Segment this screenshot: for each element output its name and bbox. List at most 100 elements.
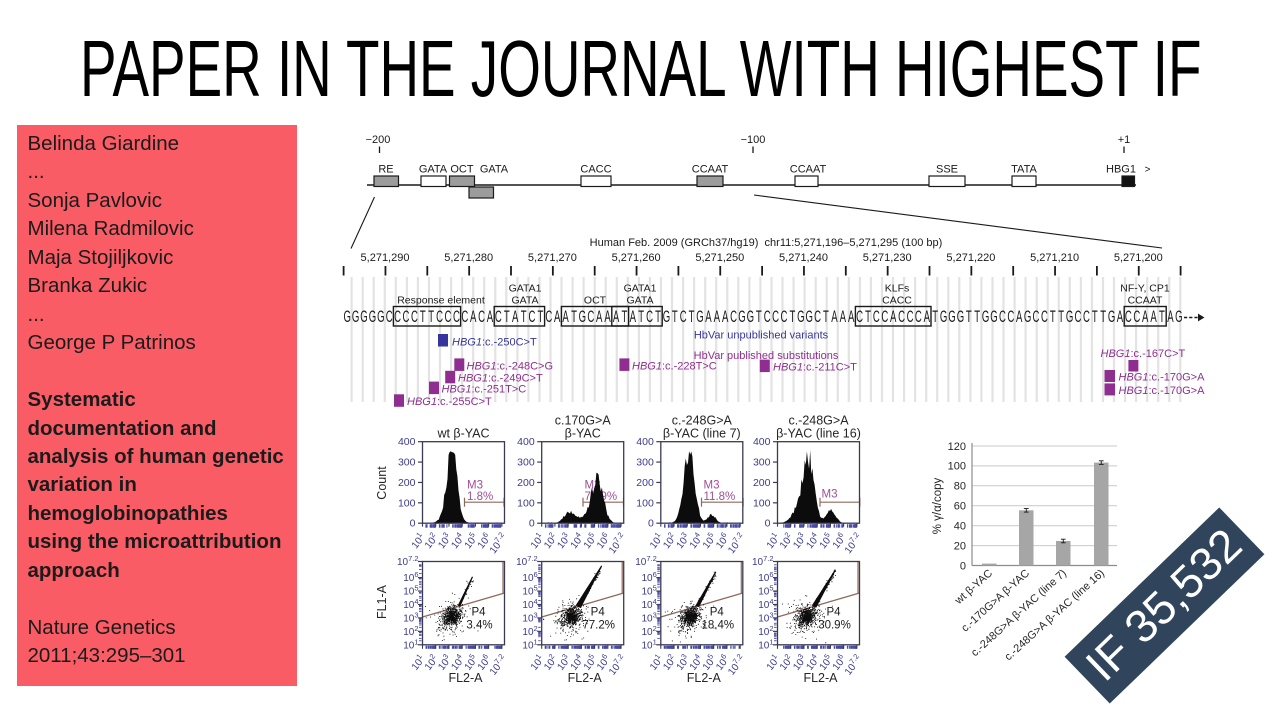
svg-text:M3: M3 bbox=[467, 480, 483, 492]
svg-text:FL2-A: FL2-A bbox=[448, 671, 483, 685]
svg-text:GATA: GATA bbox=[419, 164, 448, 176]
svg-text:GGGGGCCCCTTCCCCACACTATCTCAATGC: GGGGGCCCCTTCCCCACACTATCTCAATGCAAATATCTGT… bbox=[343, 307, 1182, 325]
svg-text:Human Feb. 2009 (GRCh37/hg19): Human Feb. 2009 (GRCh37/hg19) chr11:5,27… bbox=[590, 237, 943, 249]
svg-text:300: 300 bbox=[636, 457, 654, 469]
svg-text:101: 101 bbox=[403, 637, 418, 651]
svg-text:HBG1:c.-170G>A: HBG1:c.-170G>A bbox=[1119, 372, 1206, 384]
svg-text:−100: −100 bbox=[741, 134, 766, 146]
svg-text:1.8%: 1.8% bbox=[467, 491, 493, 503]
svg-text:HBG1:c.-228T>C: HBG1:c.-228T>C bbox=[632, 361, 717, 373]
svg-text:RE: RE bbox=[378, 164, 393, 176]
svg-text:HBG1:c.-249C>T: HBG1:c.-249C>T bbox=[458, 373, 543, 385]
svg-text:c.-248G>A: c.-248G>A bbox=[672, 414, 733, 428]
svg-text:40: 40 bbox=[954, 520, 966, 532]
svg-text:5,271,220: 5,271,220 bbox=[946, 252, 995, 264]
svg-text:0: 0 bbox=[410, 518, 416, 530]
svg-text:HbVar published substitutions: HbVar published substitutions bbox=[694, 350, 839, 362]
svg-text:HbVar unpublished variants: HbVar unpublished variants bbox=[694, 330, 829, 342]
svg-text:+1: +1 bbox=[1118, 134, 1131, 146]
svg-text:CCAAT: CCAAT bbox=[692, 164, 729, 176]
svg-text:HBG1:c.-250C>T: HBG1:c.-250C>T bbox=[452, 337, 537, 349]
svg-text:SSE: SSE bbox=[936, 164, 958, 176]
svg-text:5,271,210: 5,271,210 bbox=[1030, 252, 1079, 264]
svg-text:HBG1:c.-248C>G: HBG1:c.-248C>G bbox=[467, 361, 554, 373]
svg-text:103: 103 bbox=[403, 610, 418, 624]
svg-text:102: 102 bbox=[403, 624, 418, 638]
svg-text:100: 100 bbox=[398, 497, 416, 509]
svg-text:102: 102 bbox=[758, 624, 773, 638]
svg-text:103: 103 bbox=[758, 610, 773, 624]
svg-text:105: 105 bbox=[522, 584, 537, 598]
svg-text:HBG1:c.-170G>A: HBG1:c.-170G>A bbox=[1119, 385, 1206, 397]
svg-text:20: 20 bbox=[954, 540, 966, 552]
svg-text:103: 103 bbox=[522, 610, 537, 624]
svg-text:5,271,280: 5,271,280 bbox=[444, 252, 493, 264]
svg-text:TATA: TATA bbox=[1011, 164, 1037, 176]
svg-text:300: 300 bbox=[517, 457, 535, 469]
svg-text:400: 400 bbox=[753, 436, 771, 448]
svg-text:>: > bbox=[1145, 165, 1151, 176]
svg-text:107.2: 107.2 bbox=[516, 554, 538, 568]
svg-text:101: 101 bbox=[642, 637, 657, 651]
svg-text:400: 400 bbox=[398, 436, 416, 448]
svg-text:5,271,270: 5,271,270 bbox=[528, 252, 577, 264]
svg-text:HBG1:c.-211C>T: HBG1:c.-211C>T bbox=[773, 362, 857, 374]
svg-text:18.4%: 18.4% bbox=[701, 620, 734, 632]
svg-text:3.4%: 3.4% bbox=[466, 620, 492, 632]
svg-text:5,271,240: 5,271,240 bbox=[779, 252, 828, 264]
svg-text:200: 200 bbox=[636, 477, 654, 489]
svg-text:11.8%: 11.8% bbox=[704, 491, 736, 503]
svg-text:300: 300 bbox=[753, 457, 771, 469]
svg-text:OCT: OCT bbox=[450, 164, 474, 176]
svg-text:c.170G>A: c.170G>A bbox=[555, 414, 612, 428]
svg-text:FL1-A: FL1-A bbox=[375, 584, 389, 619]
svg-text:106: 106 bbox=[522, 570, 537, 584]
svg-text:106: 106 bbox=[758, 570, 773, 584]
svg-text:104: 104 bbox=[403, 597, 418, 611]
svg-text:GATA: GATA bbox=[480, 164, 509, 176]
svg-text:101: 101 bbox=[522, 637, 537, 651]
svg-text:5,271,260: 5,271,260 bbox=[612, 252, 661, 264]
svg-text:c.-170G>A β-YAC: c.-170G>A β-YAC bbox=[959, 567, 1032, 634]
svg-text:106: 106 bbox=[642, 570, 657, 584]
svg-text:100: 100 bbox=[753, 497, 771, 509]
svg-text:0: 0 bbox=[765, 518, 771, 530]
svg-text:HBG1:c.-251T>C: HBG1:c.-251T>C bbox=[442, 383, 527, 395]
svg-text:100: 100 bbox=[636, 497, 654, 509]
svg-text:GATA: GATA bbox=[626, 295, 653, 307]
svg-text:β-YAC (line 16): β-YAC (line 16) bbox=[776, 427, 861, 441]
svg-text:P4: P4 bbox=[471, 607, 486, 619]
svg-text:5,271,200: 5,271,200 bbox=[1114, 252, 1163, 264]
svg-text:% γ/α/copy: % γ/α/copy bbox=[932, 478, 944, 535]
svg-text:200: 200 bbox=[753, 477, 771, 489]
svg-text:GATA1: GATA1 bbox=[509, 283, 542, 295]
svg-text:OCT: OCT bbox=[584, 295, 607, 307]
svg-text:Response element: Response element bbox=[397, 295, 485, 307]
svg-text:HBG1:c.-167C>T: HBG1:c.-167C>T bbox=[1101, 348, 1186, 360]
svg-text:105: 105 bbox=[758, 584, 773, 598]
svg-text:c.-248G>A: c.-248G>A bbox=[788, 414, 849, 428]
svg-text:Count: Count bbox=[375, 466, 389, 500]
svg-text:106: 106 bbox=[403, 570, 418, 584]
svg-text:FL2-A: FL2-A bbox=[803, 671, 838, 685]
svg-text:FL2-A: FL2-A bbox=[687, 671, 722, 685]
svg-text:80: 80 bbox=[954, 481, 966, 493]
svg-text:−200: −200 bbox=[366, 134, 391, 146]
svg-text:102: 102 bbox=[642, 624, 657, 638]
svg-text:wt β-YAC: wt β-YAC bbox=[436, 427, 489, 441]
svg-text:102: 102 bbox=[522, 624, 537, 638]
svg-text:GATA1: GATA1 bbox=[624, 283, 657, 295]
svg-text:HBG1:c.-255C>T: HBG1:c.-255C>T bbox=[407, 396, 492, 408]
svg-text:200: 200 bbox=[517, 477, 535, 489]
svg-text:100: 100 bbox=[517, 497, 535, 509]
svg-text:P4: P4 bbox=[591, 607, 606, 619]
svg-text:0: 0 bbox=[529, 518, 535, 530]
svg-text:5,271,250: 5,271,250 bbox=[695, 252, 744, 264]
svg-text:5,271,230: 5,271,230 bbox=[863, 252, 912, 264]
svg-text:107.2: 107.2 bbox=[752, 554, 774, 568]
svg-text:103: 103 bbox=[642, 610, 657, 624]
svg-text:M3: M3 bbox=[822, 489, 838, 501]
svg-text:CCAAT: CCAAT bbox=[790, 164, 827, 176]
svg-text:77.2%: 77.2% bbox=[582, 620, 615, 632]
svg-text:104: 104 bbox=[522, 597, 537, 611]
